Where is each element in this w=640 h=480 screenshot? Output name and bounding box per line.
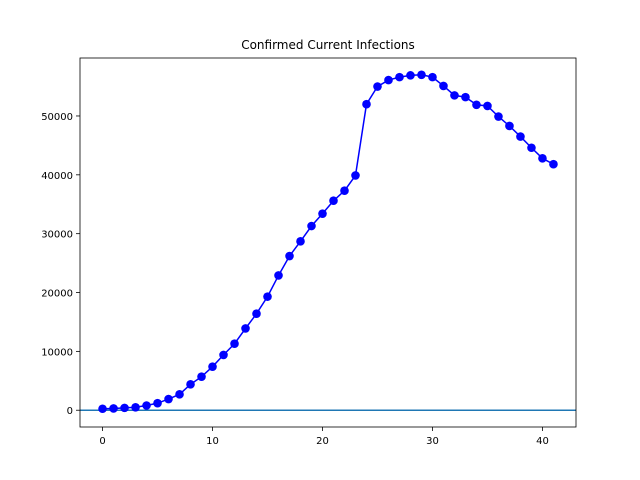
- data-point: [318, 209, 327, 218]
- axes: 0 10 20 30 40 0 10000 20000 30000 40000 50000: [41, 57, 577, 447]
- data-point: [263, 292, 272, 301]
- data-point: [527, 143, 536, 153]
- data-point: [505, 121, 514, 131]
- data-point: [417, 70, 426, 80]
- data-point: [252, 309, 261, 319]
- y-tick-label: 40000: [41, 171, 73, 182]
- x-tick-label: 40: [536, 436, 549, 447]
- data-point: [483, 101, 492, 111]
- data-point: [351, 171, 360, 180]
- data-point: [439, 81, 448, 91]
- data-point: [241, 324, 250, 333]
- data-point: [384, 75, 393, 85]
- data-point: [197, 372, 206, 381]
- data-point: [549, 159, 558, 169]
- y-tick-label: 50000: [41, 112, 73, 123]
- data-point: [362, 99, 371, 109]
- data-point: [131, 402, 140, 412]
- axes-frame: [79, 57, 577, 428]
- data-point: [230, 339, 239, 349]
- data-point: [516, 132, 525, 141]
- data-point: [219, 350, 228, 360]
- data-point: [329, 196, 338, 206]
- data-point: [285, 251, 294, 261]
- data-point: [450, 91, 459, 100]
- data-point: [373, 82, 382, 91]
- chart-title: Confirmed Current Infections: [241, 38, 415, 52]
- y-tick-label: 20000: [41, 289, 73, 300]
- data-point: [296, 237, 305, 246]
- data-point: [153, 398, 162, 408]
- data-point: [395, 72, 404, 82]
- data-point: [208, 362, 217, 371]
- x-tick-label: 10: [206, 436, 219, 447]
- y-tick-label: 30000: [41, 230, 73, 241]
- y-tick-label: 0: [67, 406, 73, 417]
- data-point: [494, 112, 503, 121]
- data-point: [307, 221, 316, 231]
- x-tick-label: 20: [316, 436, 329, 447]
- y-tick-label: 10000: [41, 347, 73, 358]
- data-point: [109, 404, 118, 413]
- data-point: [98, 404, 107, 414]
- data-point: [120, 403, 129, 413]
- data-point: [340, 186, 349, 196]
- data-point: [164, 394, 173, 404]
- data-point: [175, 390, 184, 399]
- plot-area: [80, 70, 576, 414]
- data-point: [428, 72, 437, 82]
- data-point: [142, 401, 151, 410]
- data-point: [538, 154, 547, 163]
- data-point: [472, 100, 481, 110]
- data-point: [186, 380, 195, 389]
- x-tick-label: 30: [426, 436, 439, 447]
- data-point: [274, 271, 283, 280]
- x-tick-label: 0: [99, 436, 105, 447]
- data-point: [461, 92, 470, 102]
- data-point: [406, 71, 415, 80]
